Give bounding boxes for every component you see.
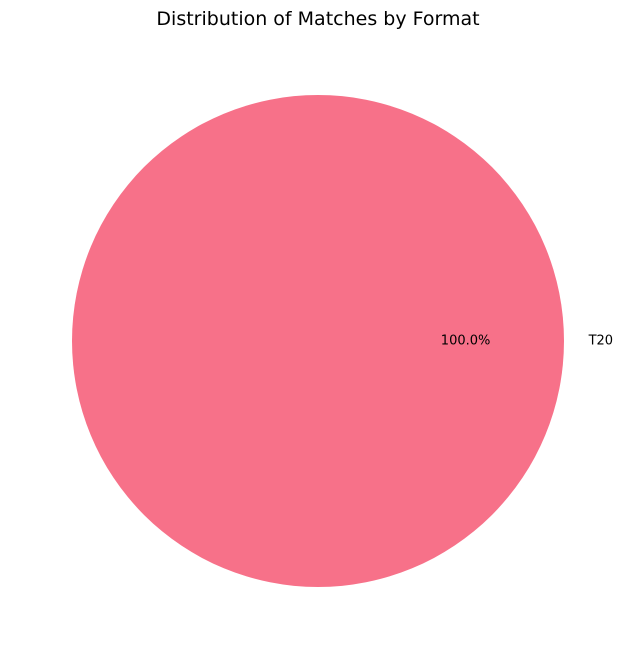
pie-slice-t20 bbox=[72, 95, 564, 587]
pie-slices bbox=[72, 95, 564, 587]
slice-pct-label-t20: 100.0% bbox=[441, 334, 491, 349]
pie-labels: T20 100.0% bbox=[441, 334, 613, 349]
slice-label-t20: T20 bbox=[588, 334, 613, 349]
chart-title: Distribution of Matches by Format bbox=[156, 8, 479, 30]
